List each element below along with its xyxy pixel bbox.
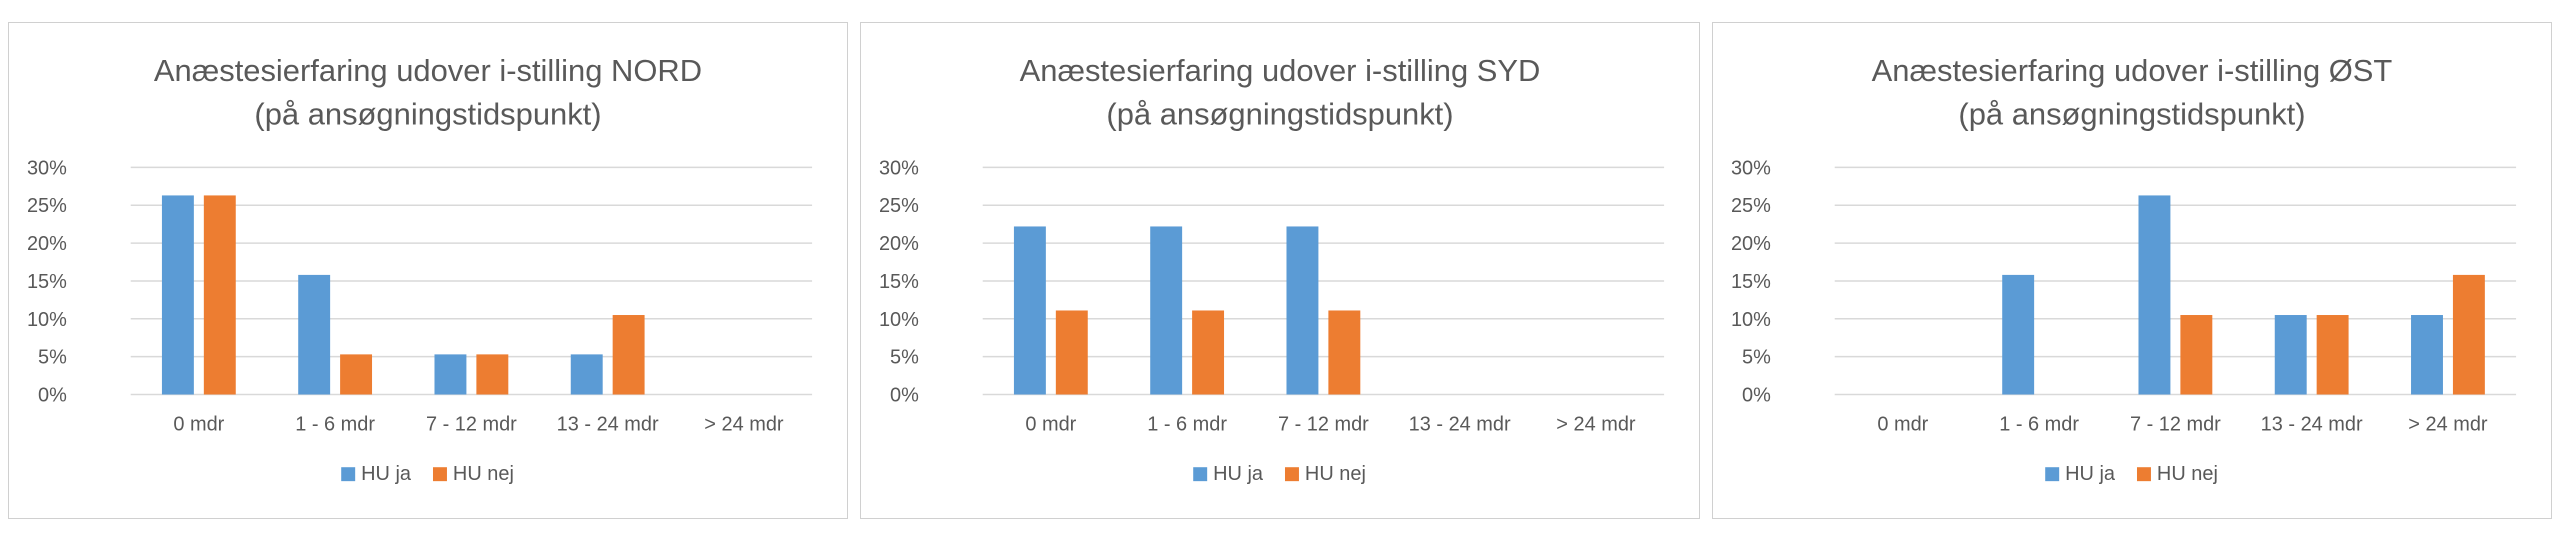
x-category-label: 7 - 12 mdr: [426, 413, 517, 435]
x-category-label: 1 - 6 mdr: [1147, 413, 1227, 435]
y-tick-label: 0%: [1742, 384, 1771, 406]
legend-swatch-hu-nej: [2136, 467, 2151, 482]
y-tick-label: 25%: [1731, 195, 1771, 217]
bar-hu-ja: [434, 354, 467, 395]
x-category-label: 0 mdr: [173, 413, 224, 435]
y-tick-label: 30%: [1731, 157, 1771, 179]
bar-hu-nej: [1192, 310, 1225, 395]
bar-hu-nej: [2180, 315, 2213, 395]
x-category-label: > 24 mdr: [1556, 413, 1636, 435]
legend-label: HU nej: [2157, 463, 2218, 485]
x-category-label: 13 - 24 mdr: [2261, 413, 2363, 435]
bar-hu-ja: [1013, 226, 1046, 395]
bar-hu-nej: [612, 315, 645, 395]
legend-swatch-hu-nej: [1284, 467, 1299, 482]
x-category-label: 7 - 12 mdr: [1278, 413, 1369, 435]
y-tick-label: 15%: [879, 271, 919, 293]
y-tick-label: 20%: [1731, 233, 1771, 255]
x-category-label: 0 mdr: [1877, 413, 1928, 435]
x-category-label: 13 - 24 mdr: [557, 413, 659, 435]
y-tick-label: 15%: [27, 271, 67, 293]
y-tick-label: 10%: [1731, 309, 1771, 331]
chart-panel-syd: Anæstesierfaring udover i-stilling SYD (p…: [860, 22, 1700, 519]
legend-label: HU ja: [1213, 463, 1264, 485]
chart-panel-ost: Anæstesierfaring udover i-stilling ØST (p…: [1712, 22, 2552, 519]
chart-title-line: (på ansøgningstidspunkt): [1106, 97, 1453, 132]
chart-title-line: Anæstesierfaring udover i-stilling SYD: [1020, 53, 1541, 88]
bar-hu-ja: [161, 195, 194, 395]
y-tick-label: 5%: [1742, 347, 1771, 369]
chart-title-line: Anæstesierfaring udover i-stilling ØST: [1872, 53, 2393, 88]
legend-swatch-hu-ja: [2045, 467, 2060, 482]
y-tick-label: 25%: [27, 195, 67, 217]
x-category-label: 1 - 6 mdr: [1999, 413, 2079, 435]
legend-swatch-hu-nej: [432, 467, 447, 482]
bar-hu-ja: [2002, 274, 2035, 395]
chart-title-line: (på ansøgningstidspunkt): [254, 97, 601, 132]
chart-syd: Anæstesierfaring udover i-stilling SYD (p…: [879, 53, 1665, 485]
y-tick-label: 0%: [38, 384, 67, 406]
y-tick-label: 10%: [879, 309, 919, 331]
x-category-label: > 24 mdr: [704, 413, 784, 435]
legend-label: HU nej: [1305, 463, 1366, 485]
y-tick-label: 30%: [27, 157, 67, 179]
y-tick-label: 20%: [27, 233, 67, 255]
x-category-label: 7 - 12 mdr: [2130, 413, 2221, 435]
y-tick-label: 10%: [27, 309, 67, 331]
x-category-label: 1 - 6 mdr: [295, 413, 375, 435]
bar-hu-nej: [1055, 310, 1088, 395]
legend-label: HU ja: [361, 463, 412, 485]
bar-hu-nej: [2452, 274, 2485, 395]
x-category-label: 0 mdr: [1025, 413, 1076, 435]
bar-hu-nej: [2316, 315, 2349, 395]
legend-swatch-hu-ja: [341, 467, 356, 482]
chart-title-line: (på ansøgningstidspunkt): [1958, 97, 2305, 132]
y-tick-label: 25%: [879, 195, 919, 217]
bar-hu-ja: [298, 274, 331, 395]
chart-panel-nord: Anæstesierfaring udover i-stilling NORD (…: [8, 22, 848, 519]
bar-hu-ja: [2274, 315, 2307, 395]
chart-ost: Anæstesierfaring udover i-stilling ØST (p…: [1731, 53, 2517, 485]
y-tick-label: 30%: [879, 157, 919, 179]
chart-title-line: Anæstesierfaring udover i-stilling NORD: [154, 53, 702, 88]
y-tick-label: 15%: [1731, 271, 1771, 293]
y-tick-label: 5%: [890, 347, 919, 369]
bar-hu-nej: [340, 354, 373, 395]
y-tick-label: 20%: [879, 233, 919, 255]
bar-hu-ja: [2411, 315, 2443, 395]
legend-label: HU ja: [2065, 463, 2116, 485]
chart-nord: Anæstesierfaring udover i-stilling NORD (…: [27, 53, 813, 485]
y-tick-label: 0%: [890, 384, 919, 406]
bar-hu-nej: [203, 195, 236, 395]
x-category-label: 13 - 24 mdr: [1409, 413, 1511, 435]
bar-hu-ja: [570, 354, 603, 395]
bar-hu-ja: [2138, 195, 2171, 395]
bar-hu-ja: [1286, 226, 1319, 395]
legend-label: HU nej: [453, 463, 514, 485]
y-tick-label: 5%: [38, 347, 67, 369]
x-category-label: > 24 mdr: [2408, 413, 2488, 435]
legend-swatch-hu-ja: [1193, 467, 1208, 482]
bar-hu-nej: [1328, 310, 1361, 395]
bar-hu-ja: [1150, 226, 1183, 395]
bar-hu-nej: [476, 354, 509, 395]
